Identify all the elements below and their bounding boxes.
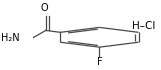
Text: O: O [41,3,49,13]
Text: F: F [97,57,102,67]
Text: H–Cl: H–Cl [132,21,156,31]
Text: H₂N: H₂N [1,33,20,43]
